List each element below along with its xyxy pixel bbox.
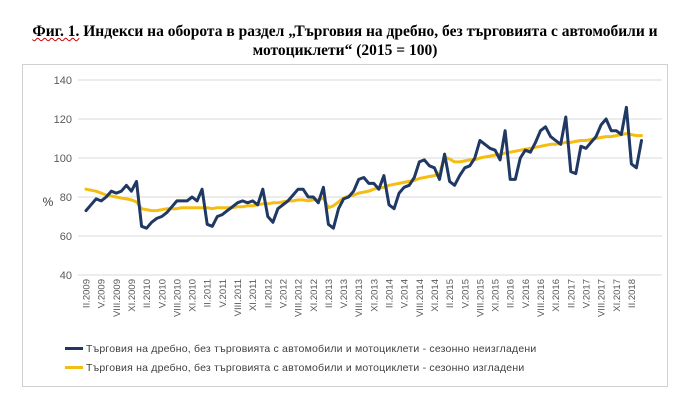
x-tick-label: VIII.2010 [172, 279, 183, 317]
series-line-adjusted [84, 132, 643, 213]
x-tick-label: II.2014 [385, 279, 396, 308]
x-tick-label: V.2017 [581, 279, 592, 308]
x-tick-label: VIII.2015 [475, 279, 486, 317]
y-axis-label: % [43, 195, 54, 209]
x-tick-label: VIII.2016 [536, 279, 547, 317]
gridlines [78, 79, 662, 276]
legend-label-unadjusted: Търговия на дребно, без търговията с авт… [86, 342, 537, 355]
x-tick-label: XI.2017 [612, 279, 623, 312]
x-tick-label: V.2011 [218, 279, 229, 308]
title-text: Индекси на оборота в раздел „Търговия на… [79, 23, 658, 59]
y-tick-label: 100 [54, 153, 72, 165]
x-tick-label: II.2013 [324, 279, 335, 308]
x-tick-label: XI.2009 [127, 279, 138, 312]
x-tick-label: V.2013 [339, 279, 350, 308]
x-tick-label: VIII.2017 [597, 279, 608, 317]
series-line-unadjusted [84, 105, 643, 230]
y-tick-label: 60 [60, 231, 72, 243]
x-tick-label: XI.2011 [248, 279, 259, 311]
x-tick-label: XI.2016 [551, 279, 562, 312]
y-tick-label: 40 [60, 270, 72, 282]
y-tick-label: 120 [54, 114, 72, 126]
x-tick-label: XI.2015 [491, 279, 502, 312]
x-tick-label: V.2009 [97, 279, 108, 308]
x-tick-label: II.2018 [627, 279, 638, 308]
x-tick-label: II.2010 [142, 279, 153, 308]
x-tick-label: V.2016 [521, 279, 532, 308]
chart-frame [22, 64, 668, 387]
x-tick-label: XI.2012 [309, 279, 320, 312]
x-tick-label: II.2011 [203, 279, 214, 307]
x-axis-ticks: II.2009 V.2009 VIII.2009 XI.2009 II.2010 V.20… [82, 279, 638, 317]
x-tick-label: VIII.2014 [415, 279, 426, 317]
x-tick-label: VIII.2009 [112, 279, 123, 317]
x-tick-label: VIII.2013 [354, 279, 365, 317]
x-tick-label: II.2017 [566, 279, 577, 308]
y-tick-label: 80 [60, 192, 72, 204]
figure-label: Фиг. 1. [32, 23, 80, 40]
x-tick-label: II.2012 [263, 279, 274, 308]
x-tick-label: V.2012 [278, 279, 289, 308]
x-tick-label: XI.2010 [188, 279, 199, 312]
x-tick-label: II.2009 [82, 279, 93, 308]
chart-title: Фиг. 1. Индекси на оборота в раздел „Тър… [0, 22, 690, 60]
series-lines [84, 105, 643, 230]
x-tick-label: V.2010 [157, 279, 168, 308]
x-tick-label: II.2016 [506, 279, 517, 308]
legend-item-adjusted: Търговия на дребно, без търговията с авт… [65, 358, 536, 377]
legend-item-unadjusted: Търговия на дребно, без търговията с авт… [65, 339, 536, 358]
x-tick-label: V.2015 [460, 279, 471, 308]
legend-swatch-unadjusted [65, 347, 83, 350]
y-axis-ticks: 40 60 80 100 120 140 [54, 75, 72, 282]
x-tick-label: XI.2014 [430, 279, 441, 312]
x-tick-label: VIII.2012 [294, 279, 305, 317]
legend-label-adjusted: Търговия на дребно, без търговията с авт… [86, 361, 525, 374]
y-tick-label: 140 [54, 75, 72, 87]
x-tick-label: XI.2013 [369, 279, 380, 312]
x-tick-label: V.2014 [400, 279, 411, 308]
legend: Търговия на дребно, без търговията с авт… [65, 339, 536, 377]
x-tick-label: VIII.2011 [233, 279, 244, 316]
legend-swatch-adjusted [65, 366, 83, 369]
x-tick-label: II.2015 [445, 279, 456, 308]
